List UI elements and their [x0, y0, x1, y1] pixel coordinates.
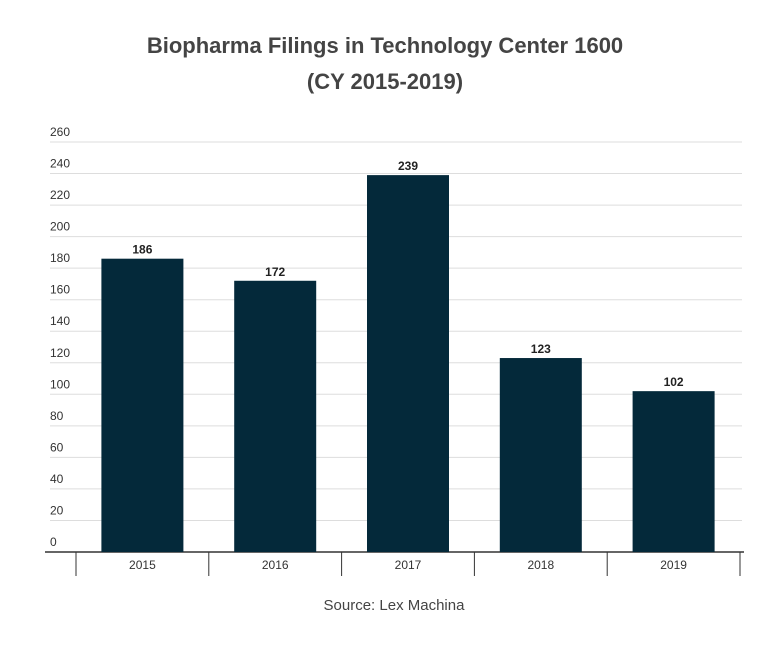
y-tick-label: 100 [50, 377, 70, 391]
chart-title-line2: (CY 2015-2019) [306, 69, 464, 94]
bar-value-label: 239 [398, 159, 418, 173]
bar [101, 258, 184, 552]
y-tick-label: 260 [50, 125, 70, 139]
bar-value-label: 123 [531, 342, 551, 356]
x-tick-label: 2015 [129, 558, 156, 572]
y-tick-label: 40 [50, 472, 64, 486]
bar [499, 358, 582, 552]
y-tick-label: 120 [50, 346, 70, 360]
x-tick-label: 2017 [395, 558, 422, 572]
y-tick-label: 140 [50, 314, 70, 328]
y-tick-label: 20 [50, 503, 64, 517]
y-tick-label: 80 [50, 409, 64, 423]
bar-value-label: 102 [664, 375, 684, 389]
source-note: Source: Lex Machina [323, 597, 465, 614]
y-tick-label: 220 [50, 188, 70, 202]
bar [367, 175, 449, 552]
bar-value-label: 172 [265, 265, 285, 279]
chart-title: Biopharma Filings in Technology Center 1… [0, 28, 770, 100]
bar-value-label: 186 [132, 243, 152, 257]
y-tick-label: 160 [50, 283, 70, 297]
chart-title-line1: Biopharma Filings in Technology Center 1… [146, 33, 624, 58]
bar [632, 391, 715, 552]
y-tick-label: 0 [50, 535, 57, 549]
y-tick-label: 180 [50, 251, 70, 265]
y-tick-label: 200 [50, 220, 70, 234]
y-tick-label: 60 [50, 440, 64, 454]
x-tick-label: 2019 [660, 558, 687, 572]
x-tick-label: 2016 [262, 558, 289, 572]
bar [234, 280, 317, 552]
x-tick-label: 2018 [527, 558, 554, 572]
y-tick-label: 240 [50, 157, 70, 171]
